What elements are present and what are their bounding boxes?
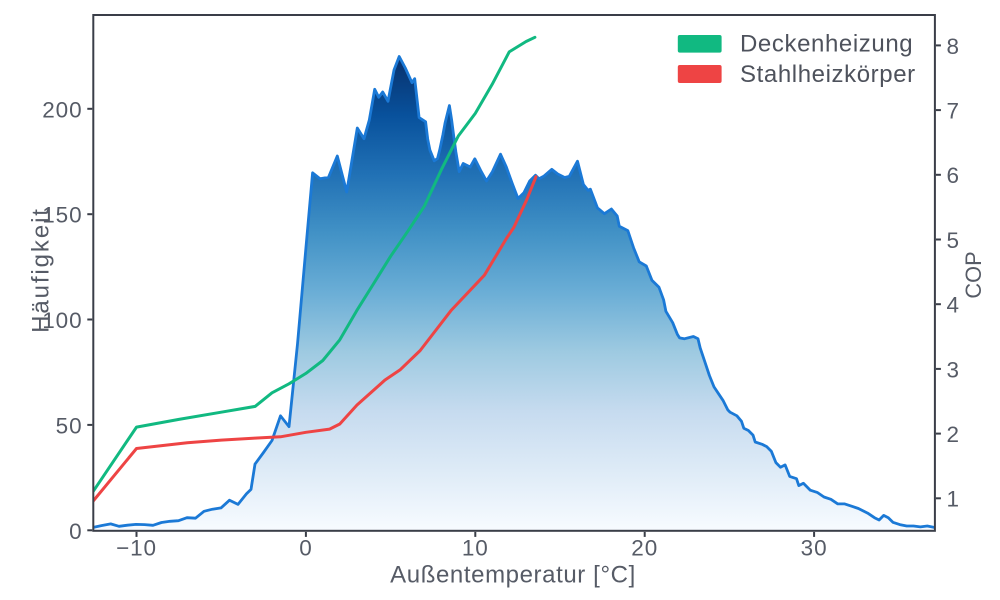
svg-text:2: 2 bbox=[947, 422, 960, 447]
svg-text:0: 0 bbox=[69, 519, 82, 544]
svg-text:Stahlheizkörper: Stahlheizkörper bbox=[740, 61, 916, 88]
svg-text:50: 50 bbox=[56, 413, 83, 438]
svg-text:Deckenheizung: Deckenheizung bbox=[740, 31, 913, 58]
svg-text:−10: −10 bbox=[116, 536, 157, 561]
svg-text:200: 200 bbox=[42, 97, 82, 122]
svg-text:COP: COP bbox=[961, 251, 986, 298]
svg-text:Außentemperatur [°C]: Außentemperatur [°C] bbox=[390, 562, 636, 589]
svg-text:20: 20 bbox=[631, 536, 658, 561]
svg-text:8: 8 bbox=[947, 34, 960, 59]
svg-text:4: 4 bbox=[947, 293, 960, 318]
svg-text:30: 30 bbox=[801, 536, 828, 561]
svg-text:1: 1 bbox=[947, 487, 960, 512]
svg-text:10: 10 bbox=[462, 536, 489, 561]
svg-text:0: 0 bbox=[299, 536, 312, 561]
svg-text:Häufigkeit: Häufigkeit bbox=[28, 207, 55, 333]
svg-text:7: 7 bbox=[947, 99, 960, 124]
svg-text:100: 100 bbox=[42, 308, 82, 333]
svg-text:5: 5 bbox=[947, 228, 960, 253]
svg-text:150: 150 bbox=[42, 203, 82, 228]
svg-text:6: 6 bbox=[947, 163, 960, 188]
svg-text:3: 3 bbox=[947, 357, 960, 382]
